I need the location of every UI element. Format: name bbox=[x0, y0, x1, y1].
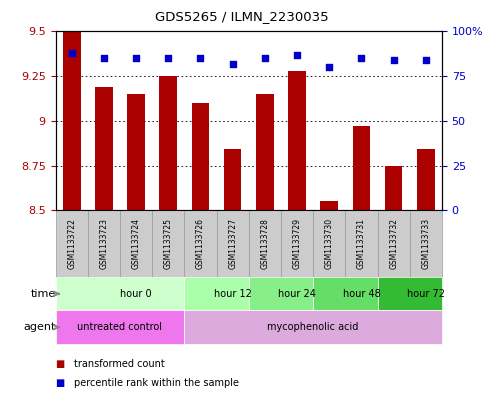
Text: time: time bbox=[30, 289, 56, 299]
Point bbox=[197, 55, 204, 61]
Point bbox=[357, 55, 365, 61]
Text: GSM1133725: GSM1133725 bbox=[164, 218, 173, 269]
Text: transformed count: transformed count bbox=[74, 358, 165, 369]
Bar bbox=[95, 87, 113, 210]
Text: GSM1133727: GSM1133727 bbox=[228, 218, 237, 269]
Bar bbox=[63, 31, 81, 210]
Text: GSM1133733: GSM1133733 bbox=[421, 218, 430, 269]
Bar bbox=[127, 94, 145, 210]
Text: GDS5265 / ILMN_2230035: GDS5265 / ILMN_2230035 bbox=[155, 10, 328, 23]
Point bbox=[390, 57, 398, 63]
Bar bbox=[378, 210, 410, 277]
Bar bbox=[281, 210, 313, 277]
Text: GSM1133730: GSM1133730 bbox=[325, 218, 334, 269]
Point bbox=[293, 51, 301, 58]
Bar bbox=[120, 210, 152, 277]
Text: GSM1133728: GSM1133728 bbox=[260, 218, 270, 269]
Text: hour 12: hour 12 bbox=[213, 289, 252, 299]
Bar bbox=[345, 210, 378, 277]
Bar bbox=[88, 210, 120, 277]
Text: percentile rank within the sample: percentile rank within the sample bbox=[74, 378, 239, 388]
Bar bbox=[249, 277, 313, 310]
Bar bbox=[224, 149, 242, 210]
Point bbox=[326, 64, 333, 70]
Bar bbox=[56, 210, 88, 277]
Bar bbox=[56, 310, 185, 344]
Text: ■: ■ bbox=[56, 378, 65, 388]
Point bbox=[229, 61, 237, 67]
Bar bbox=[152, 210, 185, 277]
Bar bbox=[216, 210, 249, 277]
Text: GSM1133724: GSM1133724 bbox=[131, 218, 141, 269]
Point bbox=[261, 55, 269, 61]
Text: GSM1133729: GSM1133729 bbox=[293, 218, 301, 269]
Point bbox=[422, 57, 430, 63]
Bar bbox=[385, 165, 402, 210]
Bar bbox=[56, 277, 185, 310]
Text: untreated control: untreated control bbox=[77, 322, 162, 332]
Text: GSM1133732: GSM1133732 bbox=[389, 218, 398, 269]
Bar bbox=[313, 210, 345, 277]
Text: agent: agent bbox=[23, 322, 56, 332]
Bar bbox=[288, 71, 306, 210]
Text: GSM1133723: GSM1133723 bbox=[99, 218, 108, 269]
Point bbox=[132, 55, 140, 61]
Bar bbox=[249, 210, 281, 277]
Bar bbox=[256, 94, 274, 210]
Bar bbox=[410, 210, 442, 277]
Point bbox=[164, 55, 172, 61]
Bar bbox=[185, 310, 442, 344]
Bar bbox=[417, 149, 435, 210]
Text: GSM1133731: GSM1133731 bbox=[357, 218, 366, 269]
Point bbox=[100, 55, 108, 61]
Bar bbox=[353, 126, 370, 210]
Bar bbox=[313, 277, 378, 310]
Text: GSM1133726: GSM1133726 bbox=[196, 218, 205, 269]
Bar bbox=[192, 103, 209, 210]
Bar bbox=[378, 277, 442, 310]
Bar bbox=[320, 201, 338, 210]
Text: hour 0: hour 0 bbox=[120, 289, 152, 299]
Text: mycophenolic acid: mycophenolic acid bbox=[268, 322, 359, 332]
Point bbox=[68, 50, 75, 56]
Bar bbox=[159, 76, 177, 210]
Text: GSM1133722: GSM1133722 bbox=[67, 218, 76, 269]
Text: hour 24: hour 24 bbox=[278, 289, 316, 299]
Bar bbox=[185, 210, 216, 277]
Text: hour 48: hour 48 bbox=[342, 289, 380, 299]
Bar bbox=[185, 277, 249, 310]
Text: ■: ■ bbox=[56, 358, 65, 369]
Text: hour 72: hour 72 bbox=[407, 289, 445, 299]
